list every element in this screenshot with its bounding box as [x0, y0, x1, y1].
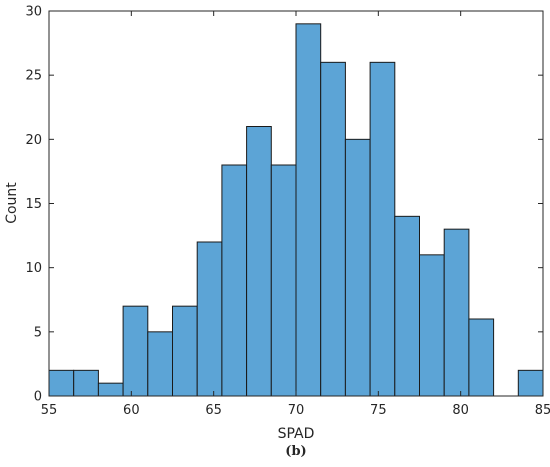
histogram-bar — [172, 305, 198, 397]
y-tick-label: 0 — [34, 390, 42, 405]
y-tick-label: 25 — [25, 69, 42, 84]
histogram-bar — [295, 23, 322, 397]
histogram-bar — [270, 164, 297, 397]
x-tick-label: 75 — [370, 403, 387, 418]
histogram-bar — [369, 61, 396, 397]
histogram-bar — [419, 254, 445, 397]
y-tick-label: 10 — [25, 261, 42, 276]
histogram-bar — [443, 228, 470, 397]
y-tick-label: 20 — [25, 133, 42, 148]
bars-layer — [48, 23, 544, 397]
histogram-bar — [221, 164, 248, 397]
histogram-bar — [196, 241, 223, 397]
histogram-bar — [517, 369, 544, 397]
y-tick-label: 5 — [34, 325, 42, 340]
x-tick-label: 80 — [452, 403, 469, 418]
x-tick-label: 60 — [123, 403, 140, 418]
x-tick-label: 70 — [288, 403, 305, 418]
histogram-bar — [246, 126, 272, 397]
y-tick-label: 15 — [25, 197, 42, 212]
x-tick-label: 55 — [41, 403, 58, 418]
histogram-bar — [468, 318, 495, 397]
histogram-bar — [147, 331, 174, 397]
histogram-bar — [394, 215, 420, 397]
x-axis-label: SPAD — [278, 426, 315, 442]
y-tick-label: 30 — [25, 5, 42, 20]
x-tick-label: 85 — [535, 403, 550, 418]
y-axis-label: Count — [4, 182, 20, 224]
figure-caption: (b) — [285, 444, 306, 459]
histogram-bar — [73, 369, 99, 397]
ticks-layer: 55 60 65 70 75 80 85 0 5 10 15 20 25 30 — [25, 5, 550, 419]
histogram-bar — [320, 61, 346, 397]
histogram-bar — [97, 382, 124, 397]
histogram-bar — [122, 305, 149, 397]
histogram-bar — [344, 138, 371, 397]
histogram-bar — [48, 369, 75, 397]
x-tick-label: 65 — [205, 403, 222, 418]
